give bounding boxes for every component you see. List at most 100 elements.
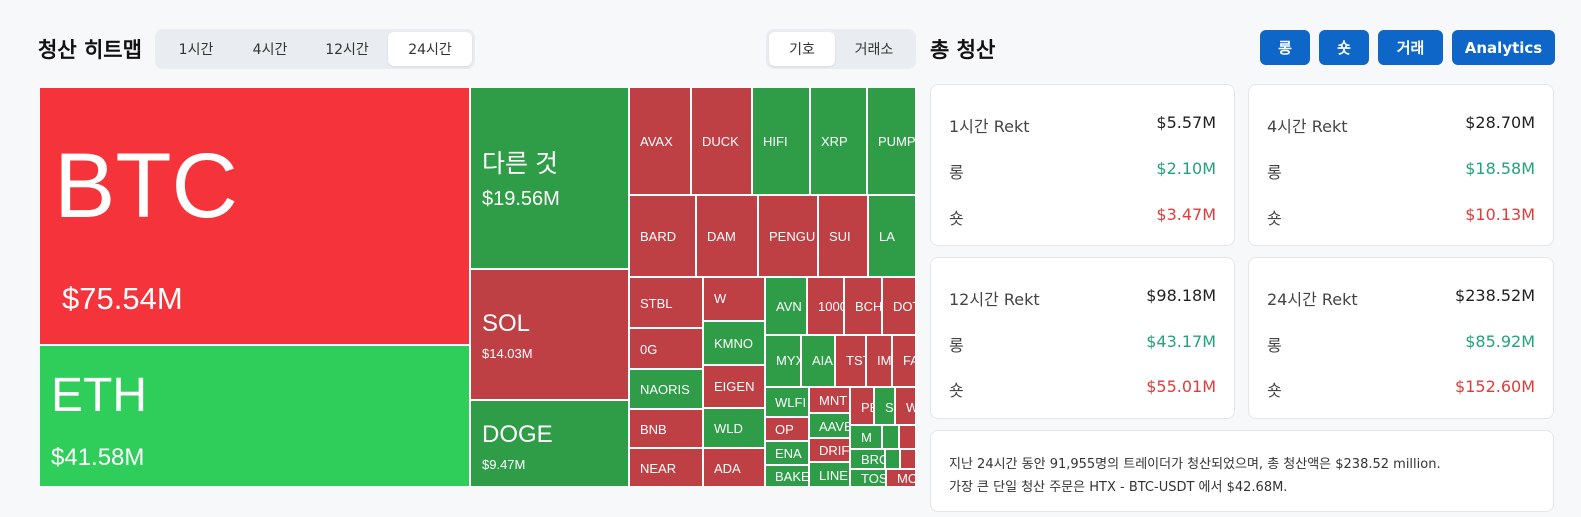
tile-small[interactable]: TOS	[850, 469, 886, 487]
tile-small[interactable]: AVN	[765, 277, 807, 335]
short-button[interactable]: 숏	[1319, 30, 1369, 65]
tile-small[interactable]: BNB	[629, 409, 703, 448]
tile-small[interactable]: NEAR	[629, 448, 703, 487]
tile-small[interactable]: MO	[886, 469, 916, 487]
tile-small[interactable]: PUMP	[867, 87, 916, 195]
tile-small[interactable]: DRIF	[809, 438, 850, 462]
long-value: $2.10M	[1156, 159, 1216, 178]
tile-small[interactable]: AAVE	[809, 413, 850, 438]
groupby-selector: 기호 거래소	[766, 29, 916, 69]
tile-small[interactable]: BRO	[850, 449, 885, 469]
tile-small[interactable]: DOT	[882, 277, 916, 335]
long-button[interactable]: 롱	[1260, 30, 1310, 65]
short-label: 숏	[1267, 381, 1282, 400]
tile-small[interactable]: BAKE	[765, 465, 809, 487]
tile-small[interactable]: W	[703, 277, 765, 321]
tile-small[interactable]: WLD	[703, 408, 765, 448]
short-label: 숏	[949, 381, 964, 400]
tab-exchange[interactable]: 거래소	[854, 42, 894, 58]
tile-small[interactable]: AIA	[801, 335, 835, 387]
tile-symbol: NAORIS	[640, 382, 690, 397]
tab-4h[interactable]: 4시간	[252, 42, 288, 58]
tile-small[interactable]: W	[895, 387, 916, 425]
tile-symbol: AIA	[812, 353, 833, 368]
long-label: 롱	[949, 163, 964, 182]
tile-small[interactable]: DAM	[696, 195, 758, 277]
tile-symbol: TOS	[861, 471, 886, 486]
tile-symbol: ADA	[714, 461, 741, 476]
tile-symbol: MO	[897, 471, 916, 486]
tile-small[interactable]: S	[874, 387, 895, 425]
tile-small[interactable]: ENA	[765, 441, 809, 465]
tile-symbol: BNB	[640, 422, 667, 437]
analytics-button[interactable]: Analytics	[1452, 30, 1555, 65]
tile-small[interactable]: MYX	[765, 335, 801, 387]
total-liquidation-title: 총 청산	[930, 38, 996, 62]
tile-symbol: PUMP	[878, 134, 916, 149]
tile-small[interactable]: SUI	[818, 195, 868, 277]
tile-symbol: AAVE	[819, 419, 850, 434]
tile-small[interactable]: 0G	[629, 328, 703, 369]
tile-small[interactable]: KMNO	[703, 321, 765, 365]
tile-small[interactable]: NAORIS	[629, 369, 703, 409]
tile-btc[interactable]: BTC $75.54M	[39, 87, 470, 345]
tile-small[interactable]: STBL	[629, 277, 703, 328]
tile-symbol: SUI	[829, 229, 851, 244]
tile-sol[interactable]: SOL $14.03M	[470, 269, 629, 400]
tile-small-unlabeled[interactable]	[882, 425, 899, 449]
tile-small[interactable]: MNT	[809, 387, 850, 413]
tile-symbol: EIGEN	[714, 379, 755, 394]
tile-small[interactable]: BCH	[844, 277, 882, 335]
tile-small[interactable]: DUCK	[691, 87, 752, 195]
tile-small[interactable]: TST	[835, 335, 866, 387]
tile-symbol: DOGE	[482, 421, 553, 448]
tile-small[interactable]: 1000	[807, 277, 844, 335]
long-value: $85.92M	[1465, 332, 1535, 351]
tile-small[interactable]: WLFI	[765, 387, 809, 417]
short-value: $55.01M	[1146, 377, 1216, 396]
tab-1h[interactable]: 1시간	[178, 42, 214, 58]
rekt-card-24h: 24시간 Rekt $238.52M 롱 $85.92M 숏 $152.60M	[1248, 257, 1554, 419]
tile-small-unlabeled[interactable]	[899, 425, 916, 449]
tile-small[interactable]: HIFI	[752, 87, 810, 195]
tile-symbol: MYX	[776, 353, 800, 368]
tile-small[interactable]: LA	[868, 195, 916, 277]
tile-others[interactable]: 다른 것 $19.56M	[470, 87, 629, 269]
tile-small[interactable]: EIGEN	[703, 365, 765, 408]
tile-symbol: KMNO	[714, 336, 753, 351]
card-label: 24시간 Rekt	[1267, 290, 1358, 309]
short-label: 숏	[1267, 209, 1282, 228]
trade-button[interactable]: 거래	[1378, 30, 1443, 65]
tile-small[interactable]: ADA	[703, 448, 765, 487]
tile-small-unlabeled[interactable]	[885, 449, 900, 469]
tile-small[interactable]: M	[850, 425, 882, 449]
tile-small[interactable]: XRP	[810, 87, 867, 195]
tile-eth[interactable]: ETH $41.58M	[39, 345, 470, 487]
tile-symbol: STBL	[640, 296, 673, 311]
tile-small[interactable]: IM	[866, 335, 892, 387]
tab-24h[interactable]: 24시간	[388, 32, 472, 66]
tile-small[interactable]: OP	[765, 417, 809, 441]
short-value: $10.13M	[1465, 205, 1535, 224]
long-value: $18.58M	[1465, 159, 1535, 178]
tile-small[interactable]: AVAX	[629, 87, 691, 195]
tile-small[interactable]: PE	[850, 387, 874, 425]
tile-symbol: BCH	[855, 299, 882, 314]
tile-small[interactable]: BARD	[629, 195, 696, 277]
tile-symbol: SOL	[482, 310, 531, 337]
tab-12h[interactable]: 12시간	[325, 42, 369, 58]
tile-small-unlabeled[interactable]	[900, 449, 916, 469]
card-total: $238.52M	[1455, 286, 1535, 305]
summary-line-1: 지난 24시간 동안 91,955명의 트레이더가 청산되었으며, 총 청산액은…	[949, 457, 1441, 472]
tile-symbol: W	[714, 291, 727, 306]
tile-value: $14.03M	[482, 346, 533, 361]
tile-symbol: DUCK	[702, 134, 739, 149]
tile-symbol: FA	[903, 353, 915, 368]
tile-symbol: NEAR	[640, 461, 677, 476]
tab-symbol[interactable]: 기호	[769, 32, 835, 66]
tile-symbol: ENA	[775, 446, 802, 461]
tile-small[interactable]: FA	[892, 335, 916, 387]
tile-small[interactable]: PENGU	[758, 195, 818, 277]
tile-small[interactable]: LINE	[809, 462, 850, 487]
tile-doge[interactable]: DOGE $9.47M	[470, 400, 629, 487]
